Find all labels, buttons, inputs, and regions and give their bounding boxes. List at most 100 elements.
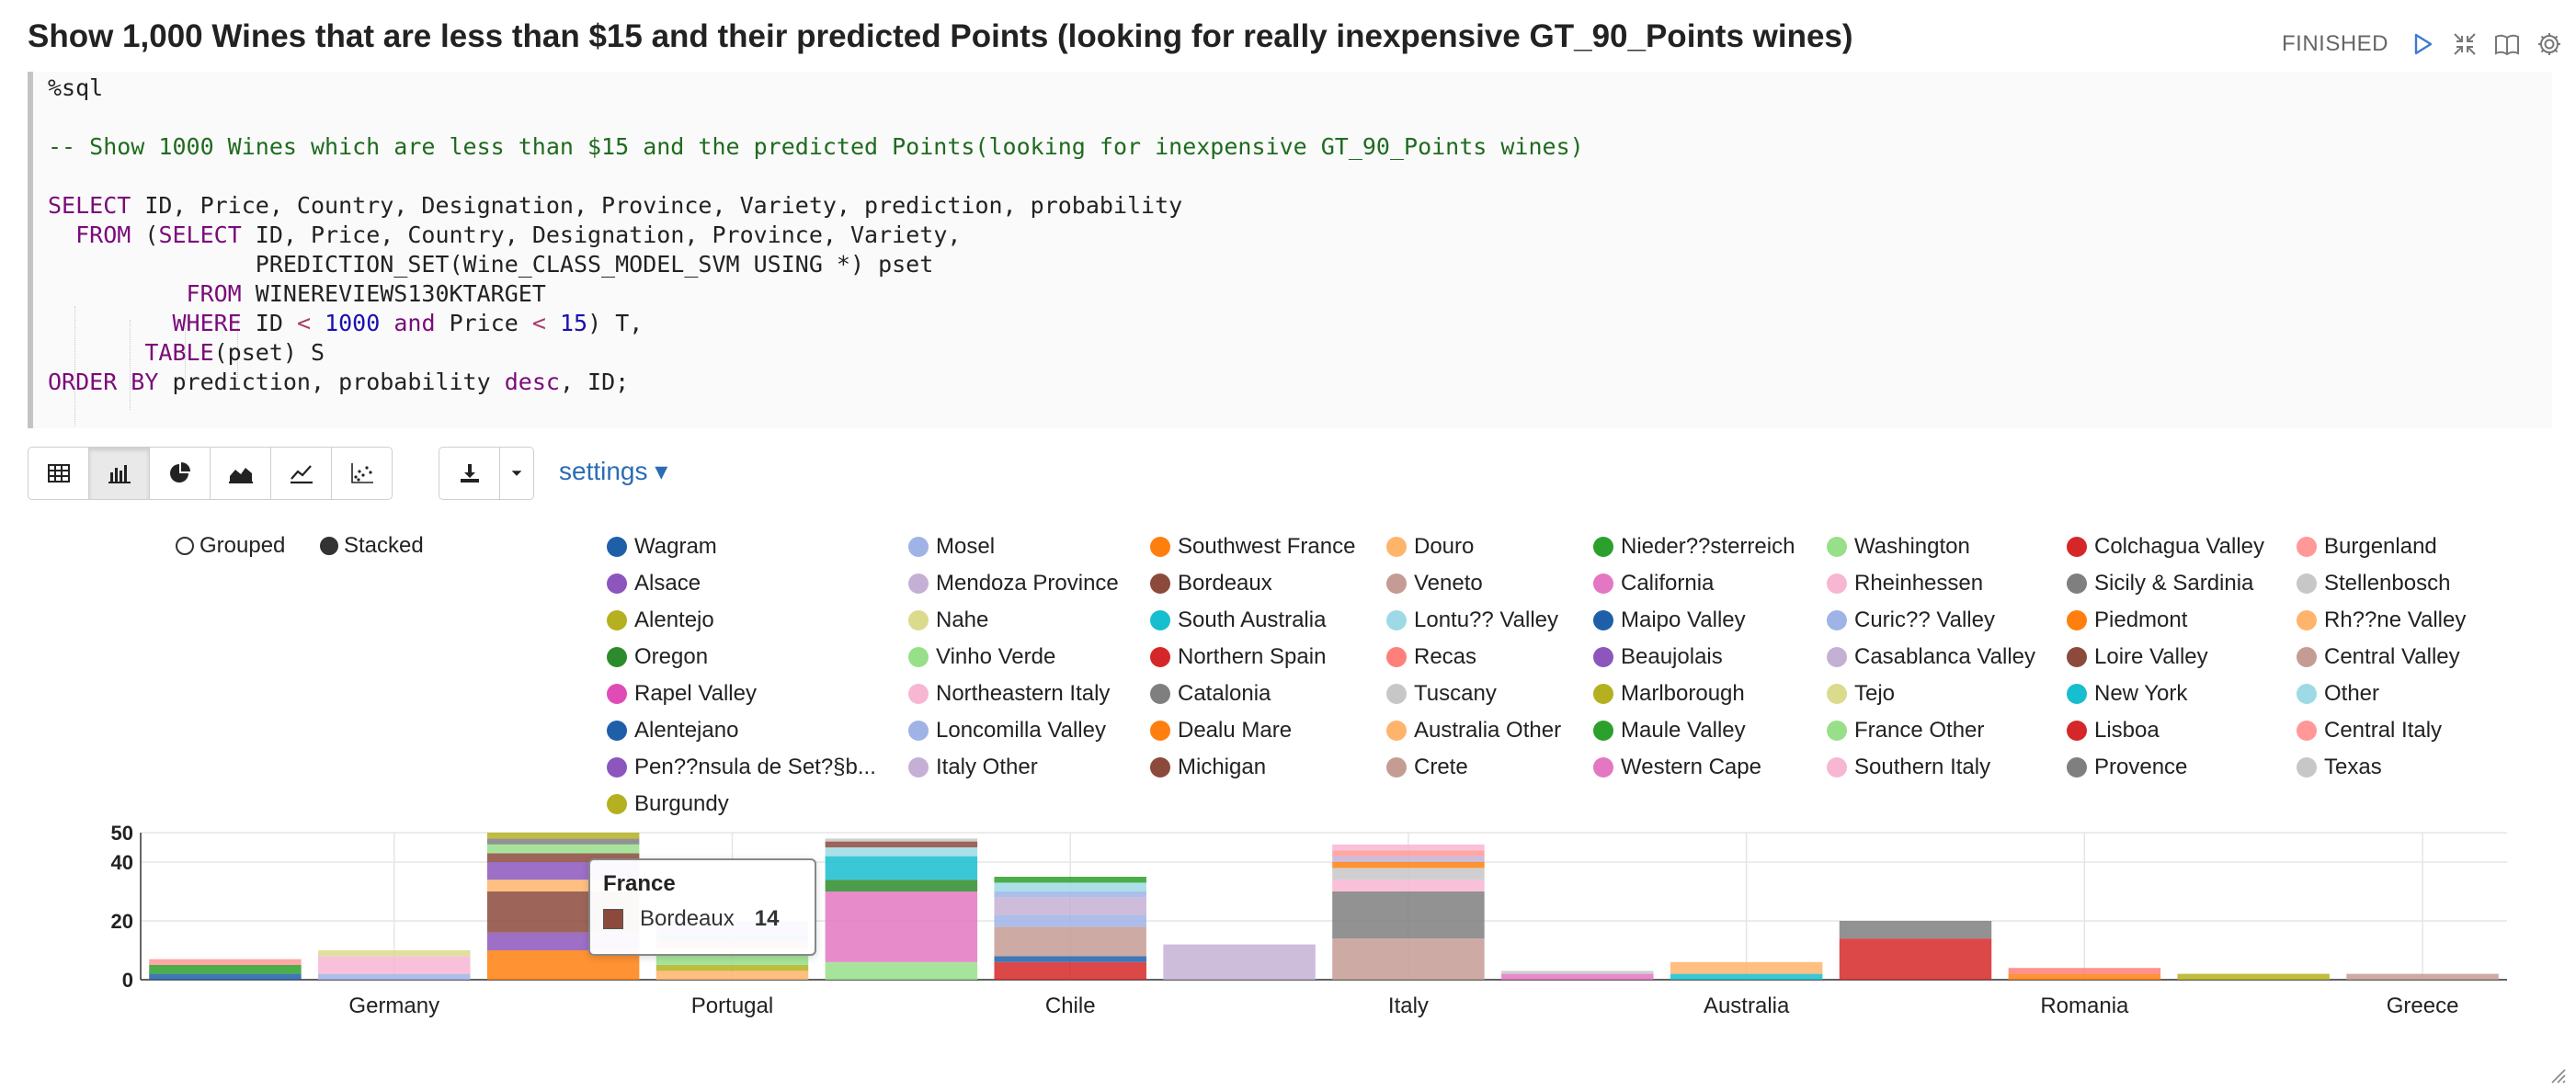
bar-segment[interactable] [2008, 973, 2161, 980]
bar-segment[interactable] [1332, 868, 1485, 880]
legend-item[interactable]: Other [2297, 680, 2379, 708]
legend-item[interactable]: Italy Other [908, 754, 1038, 781]
legend-item[interactable]: Nahe [908, 607, 988, 634]
legend-item[interactable]: Colchagua Valley [2067, 533, 2264, 561]
legend-item[interactable]: Central Italy [2297, 717, 2442, 744]
legend-item[interactable]: Central Valley [2297, 643, 2460, 671]
legend-item[interactable]: Veneto [1386, 570, 1483, 597]
bar-segment[interactable] [149, 965, 302, 974]
bar-segment[interactable] [825, 961, 978, 980]
bar-segment[interactable] [1839, 938, 1992, 980]
legend-item[interactable]: Mosel [908, 533, 995, 561]
play-icon[interactable] [2409, 30, 2436, 58]
bar-segment[interactable] [318, 973, 471, 980]
bar-segment[interactable] [318, 950, 471, 957]
legend-item[interactable]: Lisboa [2067, 717, 2160, 744]
legend-item[interactable]: Rh??ne Valley [2297, 607, 2466, 634]
legend-item[interactable]: Australia Other [1386, 717, 1561, 744]
bar-segment[interactable] [825, 891, 978, 962]
legend-item[interactable]: New York [2067, 680, 2187, 708]
bar-segment[interactable] [2346, 973, 2499, 980]
legend-item[interactable]: Marlborough [1593, 680, 1745, 708]
bar-segment[interactable] [1501, 973, 1654, 980]
bar-segment[interactable] [486, 838, 640, 845]
pie-chart-view-button[interactable] [149, 447, 211, 500]
legend-item[interactable]: Loire Valley [2067, 643, 2208, 671]
bar-segment[interactable] [994, 877, 1146, 883]
legend-item[interactable]: Recas [1386, 643, 1476, 671]
legend-item[interactable]: Piedmont [2067, 607, 2187, 634]
bar-segment[interactable] [1332, 891, 1485, 939]
legend-item[interactable]: Northeastern Italy [908, 680, 1110, 708]
legend-item[interactable]: Maipo Valley [1593, 607, 1746, 634]
bar-segment[interactable] [2008, 968, 2161, 974]
legend-item[interactable]: Washington [1827, 533, 1970, 561]
grouped-radio[interactable] [176, 537, 194, 555]
line-chart-view-button[interactable] [270, 447, 332, 500]
bar-segment[interactable] [994, 961, 1146, 980]
book-icon[interactable] [2493, 30, 2521, 58]
bar-segment[interactable] [149, 959, 302, 965]
legend-item[interactable]: Stellenbosch [2297, 570, 2450, 597]
legend-item[interactable]: Alsace [607, 570, 701, 597]
bar-segment[interactable] [825, 880, 978, 891]
bar-segment[interactable] [994, 926, 1146, 957]
bar-segment[interactable] [486, 853, 640, 862]
bar-segment[interactable] [1670, 973, 1823, 980]
legend-item[interactable]: Mendoza Province [908, 570, 1119, 597]
stacked-option[interactable]: Stacked [320, 533, 424, 559]
legend-item[interactable]: Oregon [607, 643, 708, 671]
stacked-radio[interactable] [320, 537, 338, 555]
bar-segment[interactable] [825, 838, 978, 842]
bar-segment[interactable] [1332, 862, 1485, 869]
bar-segment[interactable] [1332, 880, 1485, 891]
legend-item[interactable]: Beaujolais [1593, 643, 1723, 671]
bar-segment[interactable] [1332, 850, 1485, 857]
settings-toggle[interactable]: settings ▾ [559, 456, 667, 486]
download-dropdown-button[interactable] [499, 447, 534, 500]
bar-segment[interactable] [318, 956, 471, 974]
legend-item[interactable]: Sicily & Sardinia [2067, 570, 2253, 597]
legend-item[interactable]: Loncomilla Valley [908, 717, 1106, 744]
legend-item[interactable]: Alentejano [607, 717, 738, 744]
legend-item[interactable]: Tejo [1827, 680, 1895, 708]
bar-segment[interactable] [2177, 973, 2330, 980]
legend-item[interactable]: Southern Italy [1827, 754, 1990, 781]
legend-item[interactable]: Burgundy [607, 790, 729, 818]
legend-item[interactable]: France Other [1827, 717, 1984, 744]
legend-item[interactable]: Curic?? Valley [1827, 607, 1995, 634]
bar-segment[interactable] [994, 897, 1146, 915]
legend-item[interactable]: Bordeaux [1150, 570, 1272, 597]
legend-item[interactable]: Casablanca Valley [1827, 643, 2035, 671]
bar-segment[interactable] [825, 847, 978, 857]
bar-segment[interactable] [1501, 971, 1654, 974]
legend-item[interactable]: Maule Valley [1593, 717, 1746, 744]
bar-segment[interactable] [825, 841, 978, 847]
scatter-chart-view-button[interactable] [331, 447, 393, 500]
legend-item[interactable]: Nieder??sterreich [1593, 533, 1795, 561]
table-view-button[interactable] [28, 447, 89, 500]
bar-segment[interactable] [994, 891, 1146, 898]
bar-segment[interactable] [486, 844, 640, 854]
bar-segment[interactable] [1670, 961, 1823, 974]
bar-segment[interactable] [486, 833, 640, 839]
legend-item[interactable]: Provence [2067, 754, 2187, 781]
legend-item[interactable]: Rapel Valley [607, 680, 757, 708]
bar-segment[interactable] [994, 914, 1146, 927]
legend-item[interactable]: Dealu Mare [1150, 717, 1292, 744]
bar-segment[interactable] [994, 882, 1146, 891]
legend-item[interactable]: Michigan [1150, 754, 1266, 781]
legend-item[interactable]: Pen??nsula de Set?§b... [607, 754, 876, 781]
legend-item[interactable]: South Australia [1150, 607, 1326, 634]
legend-item[interactable]: Western Cape [1593, 754, 1761, 781]
bar-segment[interactable] [149, 973, 302, 980]
legend-item[interactable]: Catalonia [1150, 680, 1271, 708]
bar-segment[interactable] [1332, 844, 1485, 851]
legend-item[interactable]: Southwest France [1150, 533, 1355, 561]
legend-item[interactable]: Northern Spain [1150, 643, 1326, 671]
bar-segment[interactable] [1332, 938, 1485, 980]
bar-segment[interactable] [655, 971, 809, 980]
bar-segment[interactable] [655, 953, 809, 965]
legend-item[interactable]: California [1593, 570, 1714, 597]
legend-item[interactable]: Douro [1386, 533, 1474, 561]
